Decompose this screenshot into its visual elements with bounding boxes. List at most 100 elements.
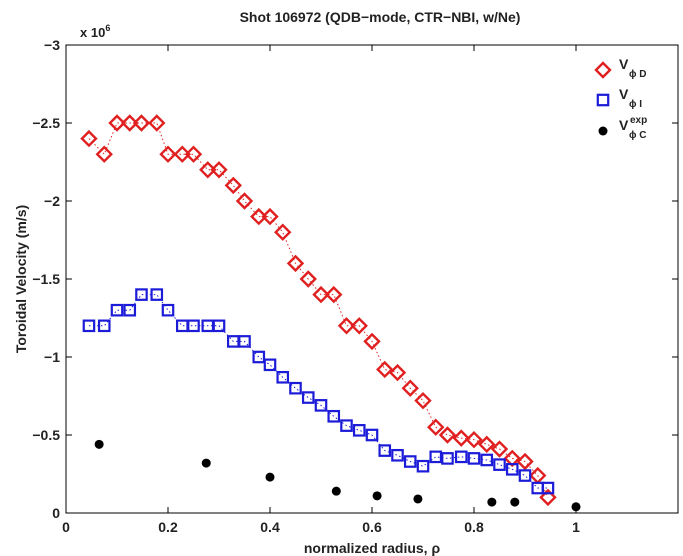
- data-point-square: [403, 455, 417, 468]
- data-point-square: [301, 391, 315, 404]
- data-point-diamond: [274, 223, 292, 241]
- y-tick-label: −1.5: [32, 271, 60, 287]
- legend-label-sup: exp: [630, 115, 647, 126]
- data-point-dot: [571, 502, 581, 512]
- data-point-diamond: [121, 114, 139, 132]
- series-3: [94, 439, 581, 512]
- series-line: [88, 294, 548, 489]
- legend-marker: [596, 93, 610, 107]
- data-point-dot: [94, 439, 104, 449]
- data-point-square: [276, 370, 290, 384]
- data-point-square: [110, 303, 124, 317]
- data-point-dot: [372, 491, 382, 501]
- legend-label-sub: ϕ C: [629, 130, 647, 141]
- x-tick-label: 1: [572, 519, 580, 535]
- data-point-dot: [265, 472, 275, 482]
- legend-label-sub: ϕ D: [629, 69, 647, 80]
- data-point-diamond: [108, 114, 126, 132]
- data-point-diamond: [465, 430, 483, 449]
- data-point-square: [340, 419, 353, 432]
- chart-title: Shot 106972 (QDB−mode, CTR−NBI, w/Ne): [240, 9, 521, 25]
- data-point-square: [263, 358, 277, 372]
- data-point-diamond: [261, 207, 279, 226]
- legend-entry-1: Vϕ D: [594, 56, 647, 80]
- data-point-dot: [510, 497, 520, 507]
- x-tick-label: 0.2: [158, 519, 178, 535]
- data-point-diamond: [286, 254, 305, 273]
- data-point-square: [454, 450, 468, 464]
- legend-label: V: [619, 86, 629, 102]
- data-point-square: [391, 448, 404, 462]
- data-point-square: [314, 399, 328, 412]
- data-point-square: [441, 452, 454, 465]
- data-point-square: [187, 319, 200, 333]
- data-point-diamond: [452, 429, 470, 447]
- data-point-square: [429, 450, 443, 464]
- data-point-dot: [201, 458, 211, 468]
- y-tick-label: −2.5: [32, 115, 60, 131]
- data-point-square: [416, 459, 430, 473]
- data-point-square: [252, 350, 266, 364]
- data-point-square: [289, 381, 302, 395]
- data-point-diamond: [184, 145, 203, 163]
- data-point-diamond: [401, 379, 419, 397]
- data-point-diamond: [376, 360, 394, 379]
- data-point-diamond: [427, 418, 445, 436]
- legend: Vϕ D Vϕ IVϕ C exp: [594, 56, 647, 141]
- legend-label: V: [619, 117, 629, 133]
- data-point-square: [467, 452, 481, 465]
- data-point-square: [480, 453, 494, 467]
- data-point-diamond: [312, 285, 330, 304]
- data-point-square: [518, 469, 532, 482]
- data-point-diamond: [235, 192, 254, 210]
- y-tick-label: −2: [44, 193, 60, 209]
- data-point-square: [493, 458, 506, 471]
- data-point-diamond: [438, 426, 457, 444]
- data-point-diamond: [363, 332, 381, 351]
- data-point-dot: [331, 486, 341, 496]
- x-tick-label: 0.8: [464, 519, 484, 535]
- data-point-square: [97, 319, 111, 333]
- data-point-square: [505, 463, 519, 476]
- y-exponent-base: x 10: [80, 25, 105, 40]
- data-point-diamond: [325, 285, 343, 304]
- data-point-diamond: [224, 176, 242, 195]
- data-point-square: [123, 303, 137, 317]
- data-point-diamond: [388, 363, 407, 382]
- data-point-diamond: [490, 440, 509, 458]
- legend-marker: [598, 126, 608, 136]
- data-point-diamond: [148, 114, 166, 132]
- y-exponent-power: 6: [105, 23, 110, 33]
- data-point-diamond: [250, 207, 268, 226]
- series-2: [82, 288, 555, 495]
- data-point-square: [327, 409, 341, 423]
- series-line: [88, 122, 549, 498]
- data-point-dot: [413, 494, 423, 504]
- x-tick-label: 0.6: [362, 519, 382, 535]
- legend-label-sub: ϕ I: [629, 99, 642, 110]
- y-tick-label: 0: [52, 505, 60, 521]
- x-tick-label: 0: [62, 519, 70, 535]
- data-point-diamond: [503, 449, 521, 468]
- data-point-square: [135, 288, 148, 301]
- x-tick-label: 0.4: [260, 519, 280, 535]
- data-point-square: [541, 481, 555, 495]
- data-point-diamond: [516, 452, 534, 471]
- y-axis-label: Toroidal Velocity (m/s): [13, 205, 29, 353]
- legend-entry-3: Vϕ C exp: [598, 115, 647, 141]
- y-tick-label: −3: [44, 37, 60, 53]
- data-point-square: [352, 424, 366, 437]
- data-point-diamond: [299, 270, 317, 288]
- x-axis-label: normalized radius, ρ: [304, 540, 441, 556]
- y-tick-label: −0.5: [32, 427, 60, 443]
- data-point-diamond: [80, 129, 98, 148]
- data-point-diamond: [173, 145, 191, 163]
- series-layer: [80, 114, 581, 512]
- data-point-square: [365, 428, 379, 442]
- data-point-diamond: [199, 161, 217, 179]
- data-point-square: [212, 319, 226, 333]
- axes-group: 0 0.2 0.4 0.6 0.8 1 0 −0.5 −1 −1.5 −2 −2.5 −3: [32, 37, 678, 535]
- data-point-square: [238, 335, 251, 348]
